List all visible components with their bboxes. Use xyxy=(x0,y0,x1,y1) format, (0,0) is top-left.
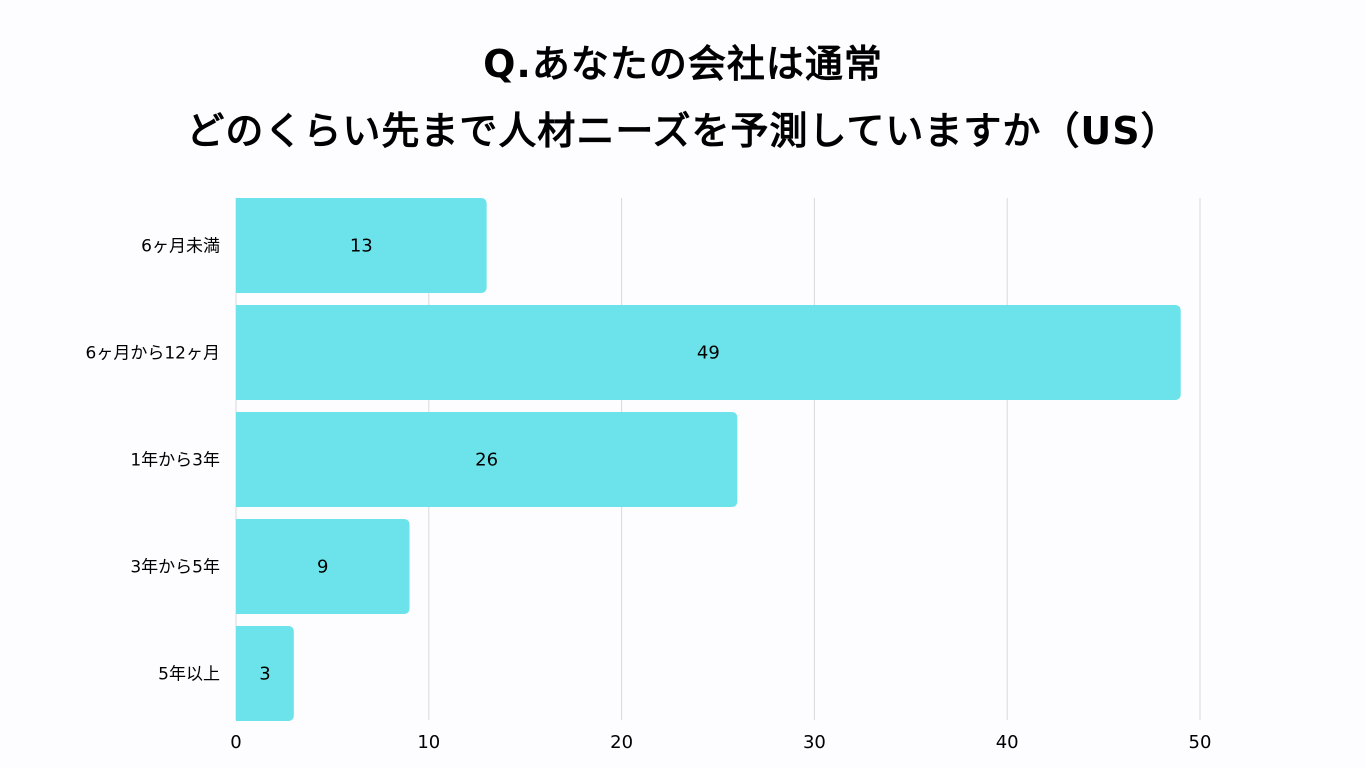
chart-title-line-1: Q.あなたの会社は通常 xyxy=(483,42,883,86)
category-label: 1年から3年 xyxy=(130,451,220,471)
data-label: 13 xyxy=(350,236,373,257)
x-tick-label: 50 xyxy=(1189,732,1212,753)
x-tick-label: 10 xyxy=(417,732,440,753)
category-label: 3年から5年 xyxy=(130,558,220,578)
bar xyxy=(236,305,1181,400)
x-tick-label: 40 xyxy=(996,732,1019,753)
x-tick-label: 0 xyxy=(230,732,241,753)
data-label: 3 xyxy=(259,664,270,685)
bar xyxy=(236,412,738,507)
bar xyxy=(236,519,410,614)
category-label: 6ヶ月未満 xyxy=(141,237,220,257)
x-tick-label: 20 xyxy=(610,732,633,753)
bar xyxy=(236,626,294,721)
chart-title-line-2: どのくらい先まで人材ニーズを予測していますか（US） xyxy=(186,109,1180,153)
x-tick-label: 30 xyxy=(803,732,826,753)
category-label: 6ヶ月から12ヶ月 xyxy=(86,344,220,364)
bar xyxy=(236,198,487,293)
data-label: 9 xyxy=(317,557,328,578)
data-label: 26 xyxy=(475,450,498,471)
data-label: 49 xyxy=(697,343,720,364)
category-label: 5年以上 xyxy=(158,665,220,685)
